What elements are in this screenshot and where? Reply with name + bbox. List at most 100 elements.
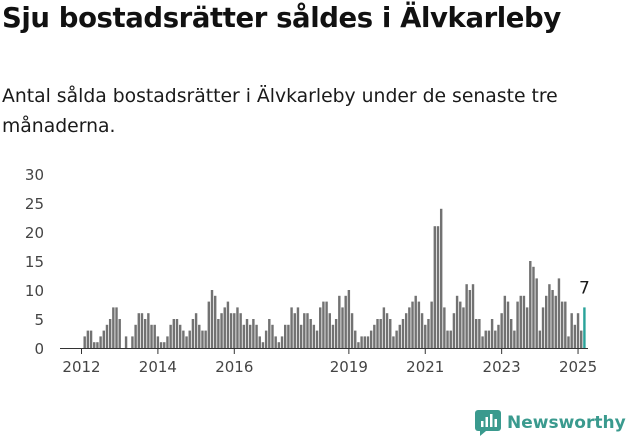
bar [539, 331, 541, 348]
bar [112, 307, 114, 348]
chart-subtitle: Antal sålda bostadsrätter i Älvkarleby u… [2, 82, 631, 142]
bar [415, 296, 417, 348]
bar [373, 325, 375, 348]
bar [252, 319, 254, 348]
bar [472, 284, 474, 348]
x-tick-label: 2019 [330, 358, 368, 376]
bar [526, 307, 528, 348]
bar [570, 313, 572, 348]
bar [494, 331, 496, 348]
bar [421, 313, 423, 348]
bar [341, 307, 343, 348]
newsworthy-logo-icon [475, 410, 501, 436]
y-tick-label: 0 [34, 340, 44, 358]
bar [125, 336, 127, 348]
bar [173, 319, 175, 348]
bar [485, 331, 487, 348]
bar [399, 325, 401, 348]
bar [150, 325, 152, 348]
y-tick-label: 25 [25, 195, 44, 213]
x-tick-label: 2025 [559, 358, 597, 376]
bar [249, 325, 251, 348]
bar [383, 307, 385, 348]
bar [90, 331, 92, 348]
x-tick-label: 2016 [215, 358, 253, 376]
bar [389, 319, 391, 348]
bar [166, 336, 168, 348]
bar [577, 313, 579, 348]
bar [510, 319, 512, 348]
bar [504, 296, 506, 348]
bar [555, 296, 557, 348]
y-tick-label: 15 [25, 253, 44, 271]
y-tick-label: 20 [25, 224, 44, 242]
y-axis-labels: 0 5 10 15 20 25 30 [25, 166, 44, 358]
bar [224, 307, 226, 348]
bar [201, 331, 203, 348]
newsworthy-logo: Newsworthy [475, 407, 626, 439]
bar [427, 319, 429, 348]
bar [558, 278, 560, 348]
bar [335, 319, 337, 348]
bar [488, 331, 490, 348]
bar [523, 296, 525, 348]
bar [294, 313, 296, 348]
chart-headline: Sju bostadsrätter såldes i Älvkarleby [2, 2, 561, 34]
bar [262, 342, 264, 348]
bar [408, 307, 410, 348]
bar [243, 325, 245, 348]
bar [529, 261, 531, 348]
bar [535, 278, 537, 348]
bar-series [83, 209, 585, 348]
bar [437, 226, 439, 348]
bar [357, 342, 359, 348]
bar [424, 325, 426, 348]
bar [144, 319, 146, 348]
last-value-annotation: 7 [579, 278, 590, 298]
bar [83, 336, 85, 348]
bar [376, 319, 378, 348]
bar [329, 313, 331, 348]
bar [332, 325, 334, 348]
bar [189, 331, 191, 348]
bar [290, 307, 292, 348]
bar [481, 336, 483, 348]
bar [118, 319, 120, 348]
bar [268, 319, 270, 348]
bar [281, 336, 283, 348]
bar [227, 302, 229, 348]
bar [313, 325, 315, 348]
bar [322, 302, 324, 348]
bar [564, 302, 566, 348]
bar [236, 307, 238, 348]
bar [469, 290, 471, 348]
bar [182, 331, 184, 348]
bar [131, 336, 133, 348]
bar [459, 302, 461, 348]
bar [580, 331, 582, 348]
bar [246, 319, 248, 348]
bar [430, 302, 432, 348]
bar [462, 307, 464, 348]
bar [157, 336, 159, 348]
bar [386, 313, 388, 348]
bar [274, 336, 276, 348]
bar [230, 313, 232, 348]
bar [364, 336, 366, 348]
bar [395, 331, 397, 348]
y-tick-label: 10 [25, 282, 44, 300]
bar [192, 319, 194, 348]
bar [402, 319, 404, 348]
x-axis-ticks: 2012 2014 2016 2019 2021 2023 2025 [62, 348, 597, 376]
bar [259, 336, 261, 348]
bar [309, 319, 311, 348]
bar [405, 313, 407, 348]
bar [134, 325, 136, 348]
bar [513, 331, 515, 348]
bar [440, 209, 442, 348]
bar [220, 313, 222, 348]
bar [478, 319, 480, 348]
y-tick-label: 5 [34, 311, 44, 329]
bar [297, 307, 299, 348]
